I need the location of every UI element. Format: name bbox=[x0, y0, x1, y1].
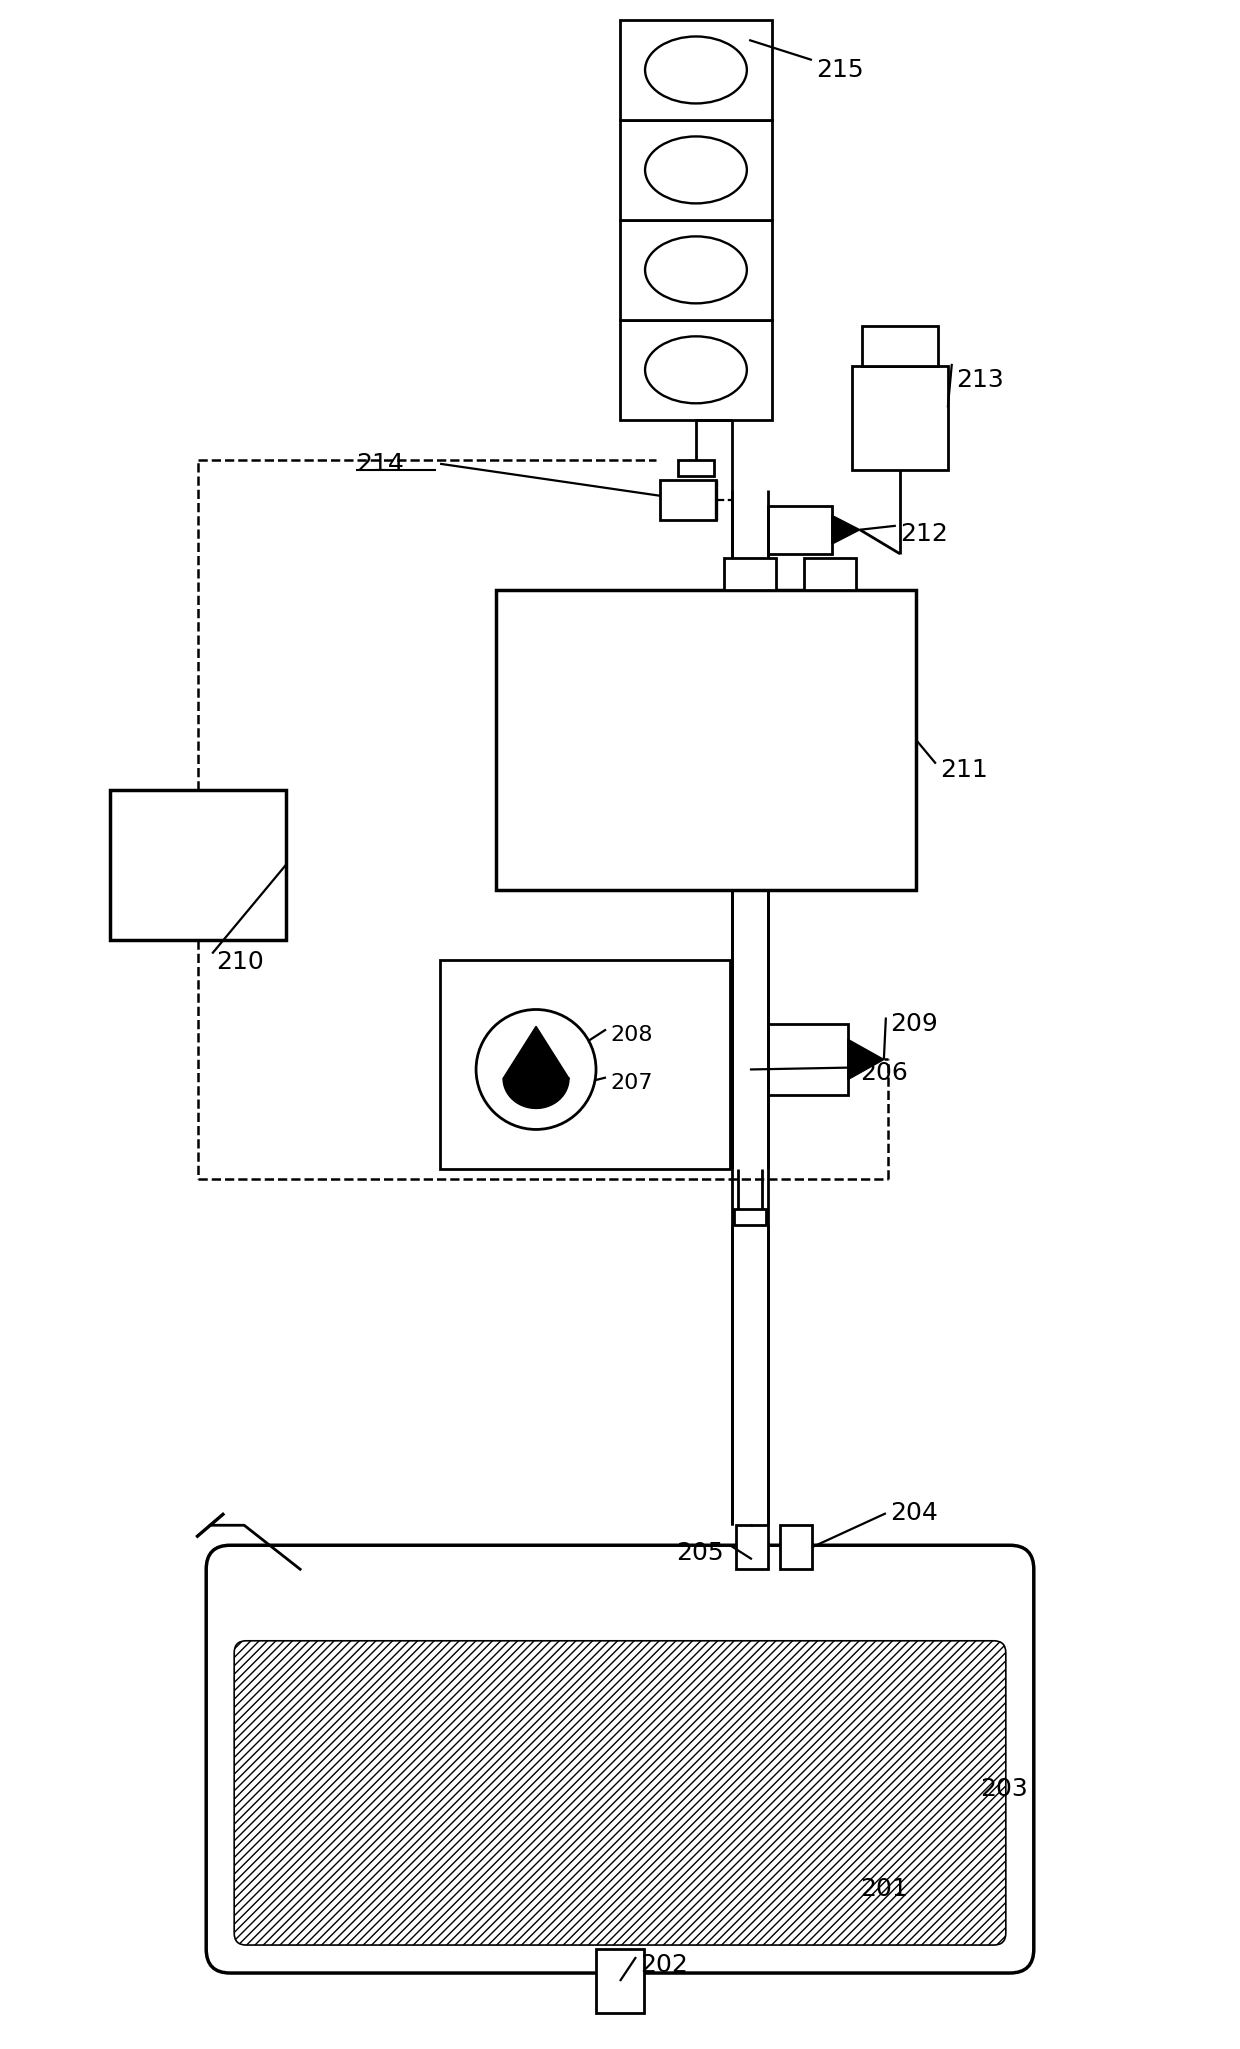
Bar bbox=[620, 219, 773, 320]
FancyBboxPatch shape bbox=[234, 1641, 1006, 1945]
Ellipse shape bbox=[645, 37, 746, 102]
Bar bbox=[596, 1949, 644, 2012]
Polygon shape bbox=[503, 1078, 569, 1109]
Circle shape bbox=[476, 1010, 596, 1129]
Bar bbox=[440, 959, 730, 1170]
Bar bbox=[620, 320, 773, 420]
Bar bbox=[724, 557, 776, 590]
Text: 214: 214 bbox=[356, 451, 404, 475]
Text: 208: 208 bbox=[610, 1024, 652, 1045]
Bar bbox=[734, 1209, 766, 1225]
Text: 204: 204 bbox=[890, 1502, 937, 1524]
Polygon shape bbox=[848, 1039, 884, 1080]
Bar bbox=[678, 459, 714, 475]
Text: 205: 205 bbox=[676, 1541, 724, 1565]
Ellipse shape bbox=[645, 236, 746, 303]
Polygon shape bbox=[832, 516, 859, 545]
Text: 210: 210 bbox=[216, 949, 264, 973]
Bar bbox=[496, 590, 916, 889]
Text: 202: 202 bbox=[640, 1953, 688, 1977]
Text: 213: 213 bbox=[956, 369, 1003, 391]
Bar bbox=[737, 1524, 768, 1570]
Text: 207: 207 bbox=[610, 1074, 652, 1094]
Bar bbox=[852, 367, 947, 469]
Text: 211: 211 bbox=[940, 758, 987, 781]
Text: 206: 206 bbox=[859, 1061, 908, 1086]
Ellipse shape bbox=[645, 137, 746, 203]
FancyBboxPatch shape bbox=[206, 1545, 1034, 1973]
Bar bbox=[620, 121, 773, 219]
Bar bbox=[660, 479, 715, 520]
Bar bbox=[768, 506, 832, 553]
Text: 201: 201 bbox=[859, 1877, 908, 1901]
Bar bbox=[110, 789, 286, 940]
Text: 212: 212 bbox=[900, 522, 947, 545]
Bar bbox=[804, 557, 856, 590]
Bar bbox=[620, 20, 773, 121]
Bar bbox=[768, 1024, 848, 1096]
Bar bbox=[862, 326, 937, 367]
Text: 203: 203 bbox=[980, 1776, 1028, 1801]
Text: 209: 209 bbox=[890, 1012, 937, 1035]
Text: 215: 215 bbox=[816, 57, 863, 82]
Ellipse shape bbox=[645, 336, 746, 404]
Bar bbox=[780, 1524, 812, 1570]
Polygon shape bbox=[503, 1027, 569, 1078]
